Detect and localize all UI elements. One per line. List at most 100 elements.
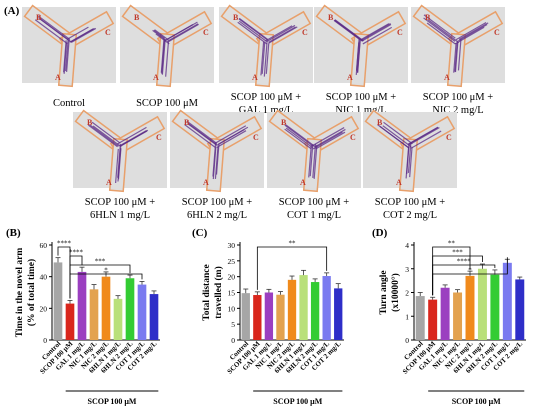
maze-arm-label-b: B [328, 13, 334, 22]
maze-track-line [63, 40, 67, 73]
y-tick-label: 20 [228, 273, 236, 282]
bar [101, 276, 111, 340]
maze-track-line [116, 126, 147, 145]
bar [149, 294, 159, 340]
maze-track-line [216, 129, 245, 147]
maze-track-line [427, 19, 460, 44]
maze-thumbnail: B C A [22, 4, 116, 88]
maze-caption-line1: SCOP 100 μM + [182, 197, 252, 208]
maze-track-line [453, 43, 457, 73]
panel-a-label: (A) [4, 5, 20, 17]
maze-track-line [285, 127, 313, 149]
bar-chart-c: (C) 0 5 10 15 20 25 30 Total distance travelled (… [192, 227, 344, 406]
maze-track-line [115, 148, 119, 184]
maze-caption-line1: SCOP 100 μM + [375, 197, 445, 208]
maze-track-line [268, 26, 296, 43]
maze-thumbnail: B C A [267, 109, 361, 193]
maze-track-line [63, 42, 68, 74]
maze-track-line [215, 143, 220, 175]
significance-bracket [69, 273, 143, 299]
maze-arm-label-b: B [184, 118, 190, 127]
bar [299, 275, 308, 340]
maze-caption-line1: SCOP 100 μM + [85, 197, 155, 208]
maze-arm-label-a: A [300, 178, 306, 187]
y-axis-label-line2: (% of total time) [26, 259, 37, 326]
maze-arm-label-b: B [87, 118, 93, 127]
maze-track-line [214, 125, 247, 145]
y-tick-label: 25 [228, 257, 236, 266]
maze-track-line [455, 21, 487, 41]
y-axis-label-line2: (x10000°) [390, 273, 401, 312]
maze-track-line [238, 18, 269, 41]
maze-track-line [70, 27, 95, 43]
maze-track-line [237, 21, 268, 45]
group-bracket-label: SCOP 100 μM [273, 397, 322, 406]
maze-arm-label-c: C [203, 28, 209, 37]
maze-track-line [212, 143, 217, 177]
maze-track-line [361, 23, 392, 42]
significance-bracket [256, 246, 328, 290]
maze-track-line [71, 27, 97, 43]
maze-arm-label-a: A [153, 73, 159, 82]
maze-track-line [357, 39, 361, 73]
maze-arm-label-b: B [281, 118, 287, 127]
maze-arm-label-c: C [446, 133, 452, 142]
maze-thumbnail: B C A [219, 4, 313, 88]
y-tick-label: 0 [43, 336, 47, 345]
maze-track-line [91, 121, 121, 144]
maze-track-line [457, 23, 488, 42]
maze-track-line [313, 144, 318, 179]
maze-track-line [155, 33, 170, 45]
bar-chart-b: (B) 0 20 40 60 Time in the novel arm (% of tot… [6, 227, 160, 406]
maze-arm-label-b: B [233, 13, 239, 22]
maze-arm-label-a: A [347, 73, 353, 82]
maze-track-line [334, 19, 364, 42]
bar [440, 287, 450, 340]
significance-label: ** [448, 240, 456, 248]
maze-track-line [87, 124, 118, 148]
bar [334, 288, 343, 340]
maze-track-line [66, 26, 89, 40]
maze-caption-line2: 6HLN 1 mg/L [90, 210, 150, 221]
maze-arm-label-a: A [106, 178, 112, 187]
maze-thumbnail: B C A [411, 4, 505, 88]
maze-track-line [168, 23, 199, 43]
bar [65, 303, 75, 340]
maze-caption-line1: SCOP 100 μM + [326, 92, 396, 103]
maze-arm-label-c: C [253, 133, 259, 142]
maze-arm-label-a: A [396, 178, 402, 187]
maze-caption-line2: GAL 1 mg/L [239, 105, 293, 116]
maze-caption-line1: SCOP 100 μM + [423, 92, 493, 103]
maze-arm-label-c: C [350, 133, 356, 142]
maze-track-line [117, 147, 122, 182]
maze-arm-label-c: C [156, 133, 162, 142]
maze-track-line [426, 22, 456, 45]
maze-track-line [214, 146, 219, 180]
maze-caption-line1: SCOP 100 μM + [279, 197, 349, 208]
maze-track-line [65, 39, 70, 72]
maze-track-line [458, 22, 489, 40]
maze-track-line [423, 17, 456, 42]
maze-arm-label-a: A [55, 73, 61, 82]
maze-arm-label-c: C [105, 28, 111, 37]
y-tick-label: 1 [405, 312, 409, 321]
maze-track-line [454, 40, 458, 72]
y-tick-label: 10 [228, 304, 236, 313]
bar [276, 294, 285, 340]
significance-label: *** [452, 249, 463, 257]
group-bracket-label: SCOP 100 μM [88, 397, 137, 406]
bar [241, 293, 250, 340]
y-tick-label: 20 [40, 304, 48, 313]
maze-track-line [153, 29, 165, 39]
bar [253, 295, 262, 340]
maze-track-line [34, 19, 68, 45]
significance-label: **** [69, 249, 84, 257]
bar [287, 279, 297, 340]
maze-track-line [454, 26, 485, 45]
maze-caption-line2: 6HLN 2 mg/L [187, 210, 247, 221]
maze-track-line [362, 26, 393, 45]
significance-label: * [104, 267, 108, 275]
maze-track-line [161, 40, 165, 74]
